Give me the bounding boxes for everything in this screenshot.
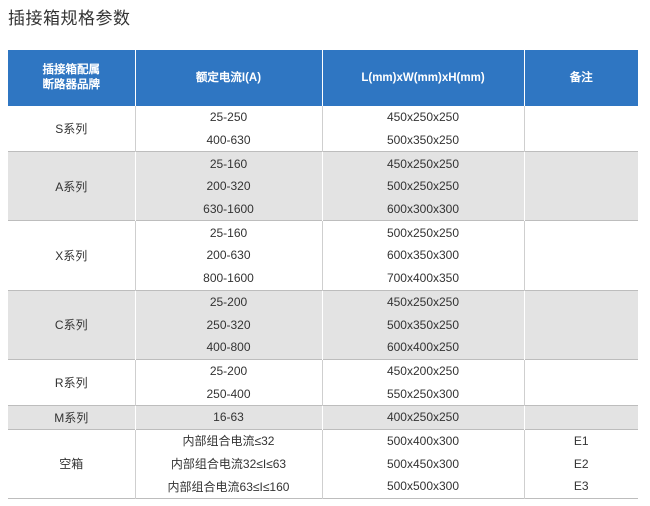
table-header-row: 插接箱配属 断路器品牌 额定电流I(A) L(mm)xW(mm)xH(mm) 备…: [8, 50, 638, 106]
cell-brand: S系列: [8, 106, 136, 152]
cell-note: [524, 335, 638, 360]
table-row: 200-320 500x250x250: [8, 175, 638, 198]
cell-current: 内部组合电流63≤I≤160: [135, 475, 323, 499]
cell-current: 25-160: [135, 151, 323, 176]
table-group: 空箱 内部组合电流≤32 500x400x300 E1 内部组合电流32≤I≤63 500…: [8, 429, 638, 499]
table-row: R系列 25-200 450x200x250: [8, 359, 638, 406]
cell-current: 250-400: [135, 382, 323, 406]
cell-current: 16-63: [135, 405, 323, 430]
cell-note: [524, 266, 638, 290]
table-group: A系列 25-160 450x250x250 200-320 500x250x250 63…: [8, 151, 638, 221]
cell-dimensions: 700x400x350: [322, 266, 525, 290]
cell-dimensions: 450x200x250: [322, 359, 525, 383]
table-row: 空箱 内部组合电流≤32 500x400x300 E1: [8, 429, 638, 499]
cell-dimensions: 400x250x250: [322, 405, 525, 430]
cell-current: 25-250: [135, 106, 323, 129]
header-brand-line2: 断路器品牌: [42, 79, 101, 91]
cell-dimensions: 500x250x250: [322, 175, 525, 198]
header-current: 额定电流I(A): [134, 50, 323, 106]
page-title: 插接箱规格参数: [8, 9, 131, 28]
table-row: 800-1600 700x400x350: [8, 266, 638, 290]
cell-dimensions: 450x250x250: [322, 151, 525, 176]
cell-note: [524, 128, 638, 152]
cell-note: [524, 244, 638, 267]
cell-note: [524, 220, 638, 245]
cell-brand: C系列: [8, 290, 136, 360]
table-row: M系列 16-63 400x250x250: [8, 405, 638, 430]
cell-note: [524, 405, 638, 430]
cell-brand: R系列: [8, 359, 136, 406]
cell-current: 25-200: [135, 290, 323, 314]
cell-note: E3: [524, 475, 638, 499]
cell-dimensions: 500x450x300: [322, 452, 525, 475]
cell-current: 25-160: [135, 220, 323, 245]
table-row: C系列 25-200 450x250x250: [8, 290, 638, 360]
table-group: C系列 25-200 450x250x250 250-320 500x350x250 40…: [8, 290, 638, 360]
cell-note: [524, 175, 638, 198]
table-group: S系列 25-250 450x250x250 400-630 500x350x250: [8, 106, 638, 152]
header-note: 备注: [523, 50, 638, 106]
header-brand: 插接箱配属 断路器品牌: [8, 50, 136, 106]
spec-table: 插接箱配属 断路器品牌 额定电流I(A) L(mm)xW(mm)xH(mm) 备…: [8, 50, 638, 499]
cell-brand: A系列: [8, 151, 136, 221]
table-row: 内部组合电流32≤I≤63 500x450x300 E2: [8, 452, 638, 475]
table-row: X系列 25-160 500x250x250: [8, 220, 638, 290]
cell-dimensions: 500x350x250: [322, 313, 525, 336]
cell-current: 25-200: [135, 359, 323, 383]
table-row: 200-630 600x350x300: [8, 244, 638, 267]
cell-current: 内部组合电流≤32: [135, 429, 323, 453]
cell-dimensions: 600x400x250: [322, 335, 525, 360]
cell-note: [524, 382, 638, 406]
table-row: 400-630 500x350x250: [8, 128, 638, 152]
cell-current: 200-630: [135, 244, 323, 267]
table-row: 400-800 600x400x250: [8, 335, 638, 360]
cell-brand: X系列: [8, 220, 136, 290]
cell-note: [524, 313, 638, 336]
cell-current: 800-1600: [135, 266, 323, 290]
table-group: X系列 25-160 500x250x250 200-630 600x350x300 80…: [8, 220, 638, 290]
cell-brand: 空箱: [8, 429, 136, 499]
cell-note: [524, 197, 638, 221]
table-row: 250-320 500x350x250: [8, 313, 638, 336]
cell-note: E1: [524, 429, 638, 453]
table-row: 250-400 550x250x300: [8, 382, 638, 406]
table-row: 内部组合电流63≤I≤160 500x500x300 E3: [8, 475, 638, 499]
cell-current: 250-320: [135, 313, 323, 336]
cell-note: [524, 106, 638, 129]
cell-note: [524, 151, 638, 176]
cell-dimensions: 450x250x250: [322, 106, 525, 129]
cell-dimensions: 500x500x300: [322, 475, 525, 499]
cell-dimensions: 500x400x300: [322, 429, 525, 453]
cell-current: 400-630: [135, 128, 323, 152]
table-group: R系列 25-200 450x200x250 250-400 550x250x300: [8, 359, 638, 406]
header-dimensions: L(mm)xW(mm)xH(mm): [321, 50, 525, 106]
table-row: 630-1600 600x300x300: [8, 197, 638, 221]
cell-note: [524, 290, 638, 314]
cell-current: 400-800: [135, 335, 323, 360]
cell-note: E2: [524, 452, 638, 475]
header-brand-line1: 插接箱配属: [42, 64, 101, 76]
table-row: A系列 25-160 450x250x250: [8, 151, 638, 221]
cell-note: [524, 359, 638, 383]
cell-dimensions: 450x250x250: [322, 290, 525, 314]
cell-current: 630-1600: [135, 197, 323, 221]
cell-current: 200-320: [135, 175, 323, 198]
table-row: S系列 25-250 450x250x250: [8, 106, 638, 152]
cell-dimensions: 600x350x300: [322, 244, 525, 267]
cell-dimensions: 550x250x300: [322, 382, 525, 406]
cell-dimensions: 600x300x300: [322, 197, 525, 221]
cell-brand: M系列: [8, 405, 136, 430]
cell-current: 内部组合电流32≤I≤63: [135, 452, 323, 475]
cell-dimensions: 500x250x250: [322, 220, 525, 245]
cell-dimensions: 500x350x250: [322, 128, 525, 152]
table-group: M系列 16-63 400x250x250: [8, 405, 638, 430]
